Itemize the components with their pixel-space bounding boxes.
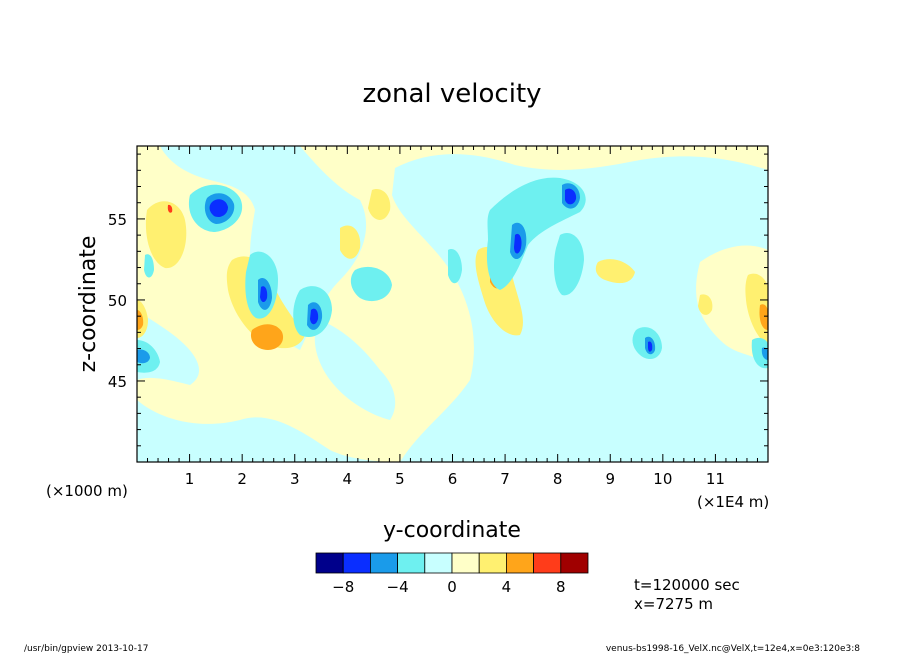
positive-region-west-top [145,201,187,269]
positive-region-mid-top [368,189,391,220]
x-axis-label: y-coordinate [383,518,521,543]
weak-negative-region-center [314,320,396,420]
colorbar-tick-label: 8 [556,578,566,596]
colorbar-swatch [533,552,562,574]
colorbar-swatch [424,552,453,574]
colorbar-swatch [369,552,398,574]
y-tick-label: 55 [108,211,127,229]
x-tick-label: 7 [500,470,510,488]
colorbar-swatch [560,552,589,574]
colorbar-swatch [342,552,371,574]
negative-region-east-top [486,177,586,290]
colorbar-swatch [315,552,344,574]
positive-region-east-edge [745,273,768,345]
colorbar-tick-label: −8 [332,578,354,596]
negative-region-mid [350,266,392,302]
colorbar-swatch [451,552,480,574]
x-unit-left: (×1000 m) [46,482,128,500]
positive-region-ridge [340,225,361,259]
x-tick-label: 8 [553,470,563,488]
weak-negative-region-east [392,154,768,462]
positive-region-far-east [595,259,635,284]
colorbar-swatch [397,552,426,574]
y-tick-labels: 45 50 55 [108,211,127,391]
time-label: t=120000 sec [634,576,740,594]
negative-core-west-top [209,199,228,217]
colorbar-swatch [505,552,534,574]
strong-negative-core-west-edge [137,349,150,364]
x-unit-right: (×1E4 m) [697,493,769,511]
colorbar-tick-label: 0 [447,578,457,596]
y-tick-label: 45 [108,373,127,391]
x-tick-label: 2 [237,470,247,488]
negative-region-far-east [554,232,584,296]
colorbar-swatch [478,552,507,574]
position-label: x=7275 m [634,595,713,613]
contour-field [137,146,768,462]
strong-negative-core-east-edge [761,347,768,360]
x-tick-label: 5 [395,470,405,488]
colorbar-tick-label: −4 [387,578,409,596]
x-tick-label: 9 [605,470,615,488]
strong-positive-core-top [167,204,173,213]
x-tick-label: 1 [185,470,195,488]
footer-left: /usr/bin/gpview 2013-10-17 [24,644,148,654]
y-tick-label: 50 [108,292,127,310]
chart-title: zonal velocity [362,79,541,109]
positive-region-east-center [475,246,523,336]
weak-negative-region-bottom-west [137,400,400,462]
negative-region-strip-left [144,254,154,278]
strong-positive-core-left [250,324,284,350]
strong-positive-core-west-edge [137,310,144,330]
colorbar-tick-label: 4 [502,578,512,596]
footer-right: venus-bs1998-16_VelX.nc@VelX,t=12e4,x=0e… [606,644,860,654]
plot-frame [136,145,769,463]
negative-core-east-small [648,341,653,352]
positive-region-right-mid [698,294,713,315]
x-tick-label: 11 [706,470,725,488]
x-tick-labels: 1 2 3 4 5 6 7 8 9 10 11 [185,470,725,488]
strong-positive-core-east-edge [759,304,768,330]
negative-core-center [310,308,319,325]
negative-core-far-east [565,188,577,205]
y-axis-label: z-coordinate [76,236,101,373]
negative-core-east [514,233,522,254]
x-tick-label: 6 [448,470,458,488]
axes-ticks [137,146,768,462]
negative-region-east-edge [751,337,768,369]
x-tick-label: 3 [290,470,300,488]
x-tick-label: 10 [653,470,672,488]
negative-core-left [260,286,268,303]
x-tick-label: 4 [343,470,353,488]
colorbar [315,552,589,574]
colorbar-tick-labels: −8 −4 0 4 8 [332,578,565,596]
negative-region-strip-mid [448,249,462,284]
